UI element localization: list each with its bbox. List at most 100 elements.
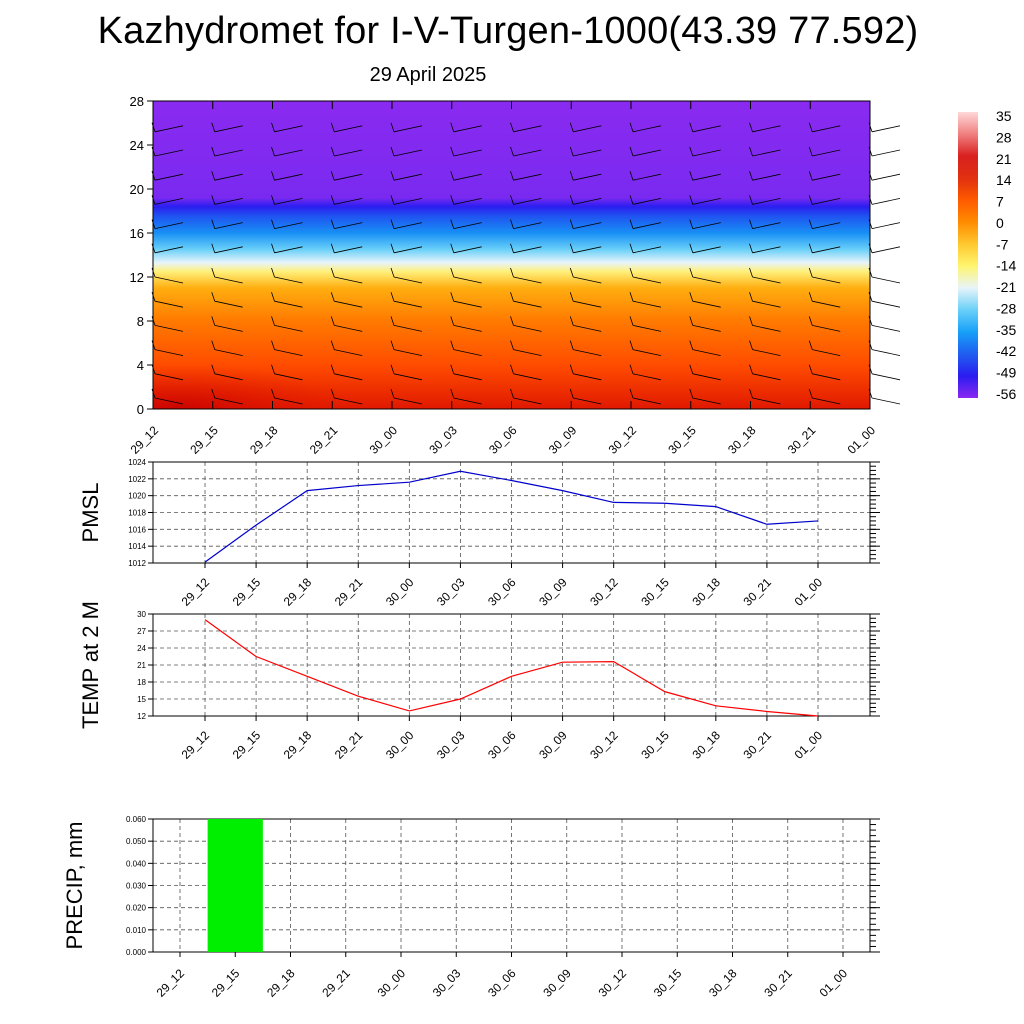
colorbar-label: -49 (996, 365, 1016, 381)
wind-barb (808, 316, 841, 332)
x-tick-label: 30_00 (383, 728, 417, 762)
wind-barb (271, 316, 303, 332)
x-tick-label: 29_18 (281, 575, 315, 609)
wind-barb (629, 243, 662, 254)
heatmap-warm-core (153, 281, 655, 409)
wind-barb (808, 219, 841, 229)
y-tick-label: 0.000 (126, 948, 147, 957)
wind-barb (151, 219, 184, 229)
wind-barb (569, 195, 602, 205)
y-tick-label: 0.040 (126, 859, 147, 868)
wind-barb (151, 146, 184, 157)
wind-barb (390, 219, 423, 229)
x-tick-label: 30_03 (426, 423, 460, 457)
wind-barb (510, 267, 542, 284)
x-tick-label: 30_00 (375, 966, 409, 1000)
wind-barb (868, 219, 901, 229)
x-tick-label: 29_21 (332, 575, 366, 609)
wind-barb (510, 364, 542, 381)
wind-barb (211, 146, 243, 157)
colorbar-label: -21 (996, 279, 1016, 295)
wind-barb (808, 364, 841, 381)
temp-grid (153, 613, 870, 717)
wind-barb (749, 219, 781, 229)
wind-barb (808, 292, 841, 308)
wind-barb (868, 243, 901, 254)
wind-barb (868, 195, 901, 205)
wind-barb (390, 364, 423, 381)
x-tick-label: 29_12 (154, 966, 188, 1000)
wind-barb (629, 219, 662, 229)
wind-barb (330, 316, 363, 332)
wind-barb (151, 122, 184, 133)
y-tick-label: 27 (137, 627, 146, 636)
x-tick-label: 30_18 (706, 966, 740, 1000)
x-tick-label: 30_15 (651, 966, 685, 1000)
y-tick-label: 1012 (128, 559, 146, 568)
wind-barb (450, 243, 482, 254)
x-tick-label: 30_09 (540, 966, 574, 1000)
x-tick-label: 29_21 (332, 728, 366, 762)
colorbar-label: -56 (996, 386, 1016, 402)
colorbar-label: 28 (996, 129, 1012, 145)
wind-barb (749, 340, 781, 356)
y-tick-label: 1014 (128, 542, 146, 551)
wind-barb (749, 388, 781, 405)
x-tick-label: 01_00 (792, 575, 826, 609)
precip-bar (207, 819, 263, 952)
x-tick-label: 30_09 (536, 728, 570, 762)
x-tick-label: 29_18 (247, 423, 281, 457)
wind-barb (510, 388, 542, 405)
x-tick-label: 01_00 (845, 423, 879, 457)
wind-barb (151, 388, 184, 405)
y-tick-label: 0 (137, 402, 144, 417)
wind-barb (808, 195, 841, 205)
x-tick-label: 29_18 (281, 728, 315, 762)
wind-barb (330, 340, 363, 356)
wind-barb (330, 292, 363, 308)
x-tick-label: 29_15 (230, 575, 264, 609)
wind-barb (271, 146, 303, 157)
wind-barb (151, 340, 184, 356)
wind-barb (151, 364, 184, 381)
wind-barb (868, 388, 901, 405)
x-tick-label: 30_12 (606, 423, 640, 457)
pmsl-grid (153, 461, 870, 564)
wind-barb (151, 316, 184, 332)
wind-barb (808, 171, 841, 181)
wind-barb (510, 171, 542, 181)
wind-barb (749, 243, 781, 254)
wind-barb (211, 316, 243, 332)
y-tick-label: 0.030 (126, 882, 147, 891)
wind-barb (390, 340, 423, 356)
wind-barb (749, 122, 781, 133)
wind-barb (211, 364, 243, 381)
page-title: Kazhydromet for I-V-Turgen-1000(43.39 77… (97, 10, 919, 52)
y-tick-label: 24 (130, 138, 144, 153)
wind-barb (868, 316, 901, 332)
y-tick-label: 0.060 (126, 815, 147, 824)
wind-barb (510, 316, 542, 332)
wind-barb (211, 122, 243, 133)
x-tick-label: 29_15 (209, 966, 243, 1000)
x-tick-label: 30_09 (546, 423, 580, 457)
x-tick-label: 29_15 (230, 728, 264, 762)
x-tick-label: 30_18 (725, 423, 759, 457)
x-tick-label: 29_21 (319, 966, 353, 1000)
wind-barb (749, 316, 781, 332)
wind-barb (390, 388, 423, 405)
x-tick-label: 29_12 (128, 423, 162, 457)
wind-barb (629, 364, 662, 381)
x-tick-label: 30_12 (587, 575, 621, 609)
wind-barb (689, 219, 721, 229)
wind-barb (450, 340, 482, 356)
wind-barb (151, 243, 184, 254)
wind-barb (271, 340, 303, 356)
wind-barb (749, 195, 781, 205)
wind-barb (390, 292, 423, 308)
wind-barb (390, 316, 423, 332)
wind-barb (271, 364, 303, 381)
wind-barb (390, 146, 423, 157)
y-tick-label: 4 (137, 358, 144, 373)
